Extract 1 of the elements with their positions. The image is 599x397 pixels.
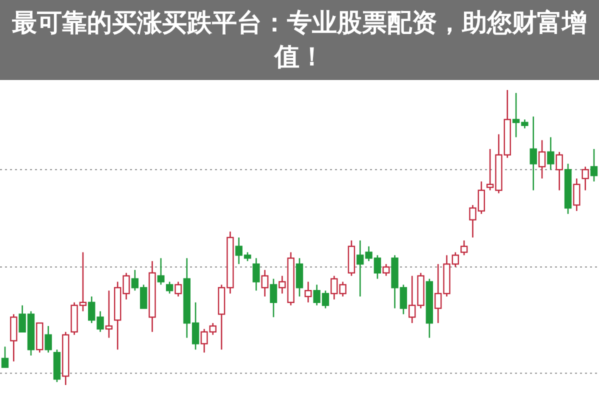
chart-title: 最可靠的买涨买跌平台：专业股票配资，助您财富增值！ [0,0,599,80]
